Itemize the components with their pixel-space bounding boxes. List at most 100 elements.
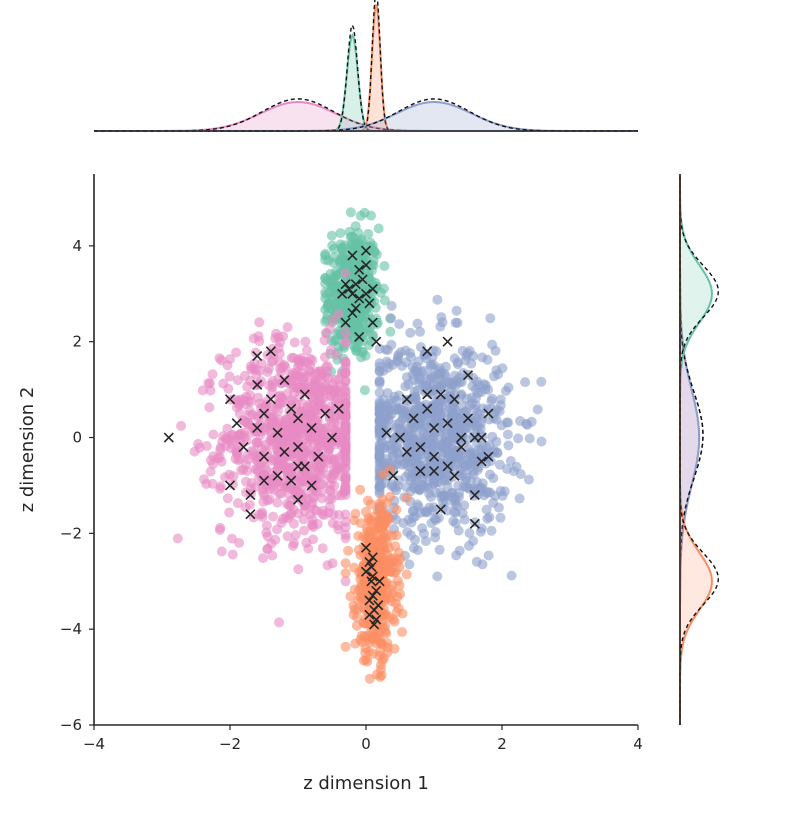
x-marker: [415, 442, 426, 453]
data-point: [471, 556, 482, 567]
x-marker-stroke: [476, 456, 487, 467]
data-point: [462, 348, 473, 359]
x-marker: [252, 422, 263, 434]
data-point: [218, 378, 229, 389]
data-point: [306, 471, 317, 482]
x-marker-stroke: [374, 576, 385, 587]
x-marker: [367, 571, 378, 582]
x-marker-stroke: [340, 279, 351, 290]
data-point: [193, 439, 204, 449]
data-point: [205, 466, 216, 477]
data-point: [350, 221, 361, 232]
data-point: [386, 313, 397, 324]
data-point: [276, 517, 287, 528]
x-marker-stroke: [401, 394, 412, 405]
x-marker-stroke: [279, 374, 290, 386]
data-point: [243, 419, 254, 430]
x-marker-stroke: [469, 518, 480, 529]
data-point: [243, 454, 254, 465]
x-marker: [272, 427, 283, 438]
x-marker: [238, 442, 249, 453]
data-point: [348, 609, 359, 620]
x-marker: [401, 394, 412, 405]
data-point: [320, 287, 331, 298]
x-marker: [435, 389, 446, 400]
x-marker: [337, 288, 348, 299]
x-marker-stroke: [231, 418, 242, 429]
x-marker: [343, 283, 355, 295]
data-point: [434, 544, 445, 555]
x-marker: [252, 379, 263, 390]
data-point: [215, 483, 225, 494]
data-point: [298, 514, 309, 525]
x-marker-stroke: [245, 509, 256, 520]
data-point: [340, 327, 351, 338]
data-point: [216, 355, 227, 366]
data-point: [353, 531, 364, 541]
data-point: [274, 398, 285, 408]
data-point: [224, 371, 235, 382]
data-point: [374, 387, 385, 398]
data-point: [222, 493, 233, 504]
data-point: [415, 408, 426, 419]
x-marker-stroke: [354, 293, 365, 304]
data-point: [386, 300, 397, 311]
x-marker-stroke: [333, 403, 344, 414]
x-marker: [258, 451, 270, 462]
x-tick-label: 2: [497, 735, 507, 753]
x-marker-stroke: [360, 259, 372, 271]
data-point: [324, 323, 335, 334]
x-marker: [354, 293, 365, 304]
data-point: [340, 367, 351, 378]
data-point: [234, 408, 245, 419]
x-marker-stroke: [279, 446, 290, 457]
data-point: [325, 391, 336, 402]
data-point: [378, 537, 388, 547]
x-marker-stroke: [343, 283, 355, 295]
data-point: [176, 420, 187, 431]
data-point: [446, 426, 457, 437]
x-marker: [292, 494, 304, 505]
x-marker-stroke: [306, 422, 317, 434]
x-marker: [476, 456, 487, 467]
data-point: [524, 433, 535, 444]
data-point: [340, 337, 351, 348]
data-point: [490, 490, 501, 501]
x-marker: [364, 298, 375, 309]
x-marker: [462, 370, 474, 381]
data-point: [341, 258, 352, 269]
x-marker-stroke: [456, 442, 467, 453]
data-point: [340, 576, 351, 587]
x-marker: [371, 585, 382, 596]
x-marker-stroke: [367, 571, 378, 582]
data-point: [433, 512, 444, 523]
data-point: [440, 437, 451, 448]
data-point: [254, 430, 265, 441]
x-marker: [422, 346, 433, 357]
data-point: [340, 268, 351, 279]
data-point: [331, 464, 342, 475]
data-point: [224, 469, 235, 480]
data-point: [366, 298, 377, 309]
data-point: [267, 439, 278, 450]
data-point: [327, 240, 338, 251]
data-point: [239, 399, 250, 409]
x-marker-stroke: [306, 480, 317, 491]
right-marginal-density: [679, 174, 719, 725]
density-green: [94, 32, 638, 132]
y-tick-label: −6: [60, 716, 82, 734]
data-point: [387, 614, 398, 625]
data-point: [457, 471, 468, 481]
data-point: [274, 357, 285, 368]
x-marker: [373, 600, 384, 611]
data-point: [333, 280, 344, 291]
x-marker: [483, 408, 494, 419]
data-point: [378, 622, 389, 633]
data-point: [355, 210, 366, 221]
data-point: [451, 305, 462, 316]
data-point: [293, 381, 304, 392]
x-marker-stroke: [401, 446, 412, 457]
data-point: [262, 531, 273, 542]
x-marker-stroke: [224, 480, 236, 491]
data-point: [340, 431, 351, 442]
